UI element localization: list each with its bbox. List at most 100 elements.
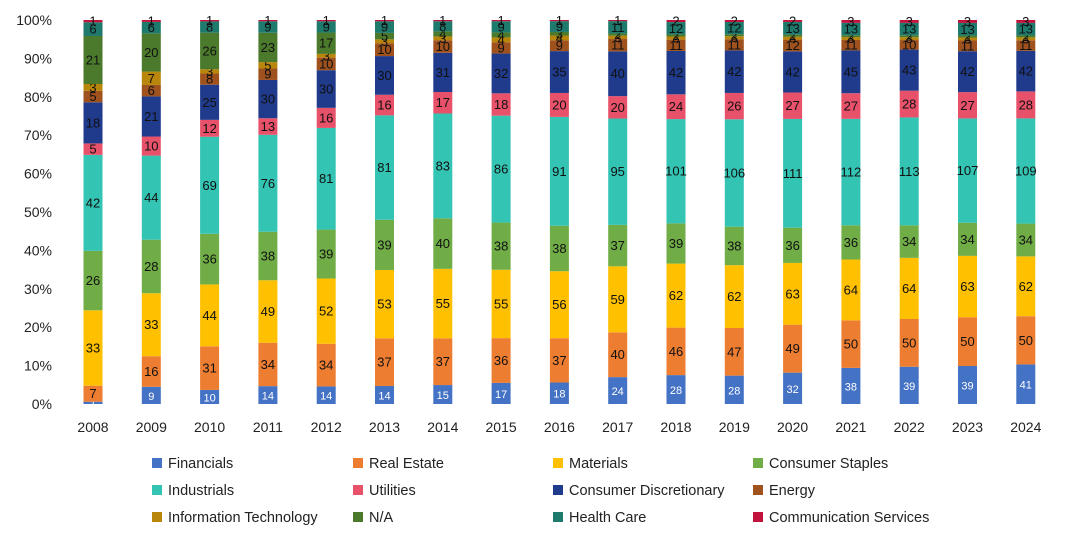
bar-segment <box>433 385 453 404</box>
bar-segment <box>258 134 278 232</box>
bar-segment <box>375 21 394 33</box>
legend-swatch <box>553 512 563 522</box>
bar-segment <box>1016 37 1036 41</box>
data-label: 3 <box>439 31 446 46</box>
bar-segment <box>958 92 977 119</box>
data-label: 3 <box>89 80 96 95</box>
bar-segment <box>316 32 336 54</box>
legend-swatch <box>553 485 563 495</box>
bar-segment <box>375 94 394 116</box>
data-label: 13 <box>1019 22 1033 37</box>
data-label: 39 <box>319 247 333 262</box>
data-label: 106 <box>723 165 745 180</box>
bar-segment <box>724 375 744 404</box>
data-label: 13 <box>844 22 858 37</box>
bar-segment <box>899 49 919 91</box>
data-label: 9 <box>323 19 330 34</box>
bar-segment <box>783 227 803 263</box>
data-label: 37 <box>552 353 566 368</box>
y-tick-label: 30% <box>24 281 52 297</box>
bar-segment <box>200 73 220 85</box>
bar-segment <box>491 37 511 43</box>
x-tick-label: 2017 <box>602 419 633 435</box>
legend-item: Health Care <box>553 510 646 526</box>
bar-segment <box>608 39 628 52</box>
data-label: 1 <box>381 13 388 28</box>
bar-segment <box>608 35 628 40</box>
bar-segment <box>316 278 336 344</box>
data-label: 14 <box>320 391 332 403</box>
bar-segment <box>83 154 103 251</box>
data-label: 36 <box>494 353 508 368</box>
bar-segment <box>783 262 803 325</box>
bar-segment <box>666 34 686 37</box>
bar-segment <box>141 33 161 72</box>
x-tick-label: 2015 <box>486 419 517 435</box>
data-label: 11 <box>611 38 625 53</box>
bar-segment <box>666 375 686 404</box>
data-label: 1 <box>148 13 155 28</box>
data-label: 23 <box>261 40 275 55</box>
data-label: 2 <box>672 28 679 43</box>
data-label: 28 <box>902 97 916 112</box>
bar-segment <box>375 385 394 404</box>
bar-segment <box>724 328 744 376</box>
data-label: 3 <box>789 31 796 46</box>
bar-segment <box>258 79 278 119</box>
bar-segment <box>549 51 569 93</box>
bar-segment <box>258 118 278 135</box>
data-label: 20 <box>610 100 624 115</box>
x-tick-label: 2014 <box>427 419 458 435</box>
data-label: 2 <box>906 29 913 44</box>
bar-segment <box>83 310 103 386</box>
bar-segment <box>608 21 628 34</box>
x-tick-label: 2012 <box>311 419 342 435</box>
bar-segment <box>608 332 628 378</box>
data-label: 30 <box>261 92 275 107</box>
bar-segment <box>1016 118 1036 224</box>
bar-segment <box>549 31 569 36</box>
data-label: 3 <box>964 32 971 47</box>
legend-swatch <box>753 458 763 468</box>
bar-segment <box>841 22 861 36</box>
bar-segment <box>83 22 103 36</box>
data-label: 7 <box>148 71 155 86</box>
data-label: 52 <box>319 304 333 319</box>
bar-segment <box>141 155 161 240</box>
bar-segment <box>841 118 861 226</box>
data-label: 28 <box>144 259 158 274</box>
bar-segment <box>958 40 977 52</box>
bar-segment <box>375 39 394 44</box>
data-label: 10 <box>144 139 158 154</box>
data-label: 111 <box>783 166 803 181</box>
legend: Financials Real Estate Materials Consumer S… <box>152 456 929 526</box>
bar-segment <box>141 71 161 85</box>
bar-segment <box>1016 316 1036 365</box>
bar-segment <box>141 136 161 156</box>
bar-segment <box>141 293 161 357</box>
data-label: 9 <box>497 40 504 55</box>
x-tick-label: 2011 <box>253 419 283 435</box>
bar-segment <box>83 385 103 402</box>
legend-label: N/A <box>369 510 394 526</box>
bar-segment <box>316 127 336 230</box>
x-tick-label: 2009 <box>136 419 167 435</box>
data-label: 50 <box>960 334 974 349</box>
bar-segment <box>1016 20 1036 23</box>
data-label: 76 <box>261 176 275 191</box>
bar-segment <box>316 21 336 33</box>
data-label: 17 <box>495 389 507 401</box>
data-label: 9 <box>264 20 271 35</box>
bar-segment <box>491 93 511 116</box>
data-label: 53 <box>377 297 391 312</box>
legend-item: Consumer Staples <box>753 456 888 472</box>
data-label: 59 <box>610 292 624 307</box>
data-label: 2 <box>672 14 679 29</box>
data-label: 55 <box>436 296 450 311</box>
data-label: 6 <box>148 83 155 98</box>
bar-segment <box>141 84 161 97</box>
data-label: 7 <box>89 386 96 401</box>
